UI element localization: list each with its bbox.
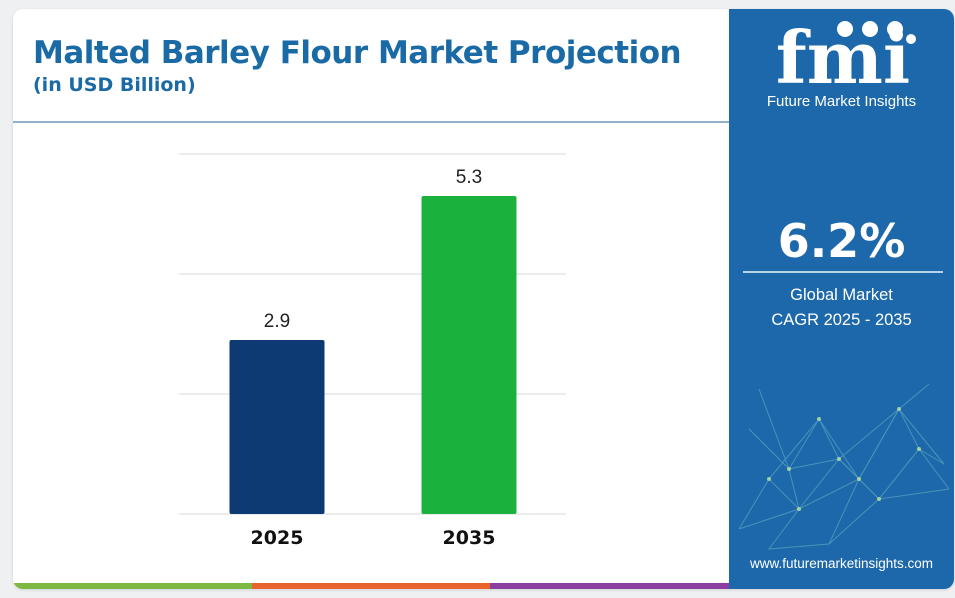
- data-label-2025: 2.9: [264, 311, 290, 332]
- footer-strip-green: [13, 583, 252, 589]
- brand-name: Future Market Insights: [766, 93, 917, 110]
- footer-strip-purple: [490, 583, 730, 589]
- footer-color-strip: [13, 583, 730, 589]
- cagr-label-line1: Global Market: [790, 286, 893, 304]
- logo-dot-3: [887, 21, 903, 37]
- mesh-node: [897, 407, 901, 411]
- mesh-node: [817, 417, 821, 421]
- logo-dot-1: [837, 21, 853, 37]
- infographic-card: Malted Barley Flour Market Projection (i…: [13, 9, 954, 589]
- x-tick-label-2025: 2025: [251, 527, 304, 549]
- logo-dot-4: [906, 34, 916, 44]
- x-tick-label-2035: 2035: [443, 527, 496, 549]
- page-subtitle: (in USD Billion): [33, 74, 196, 96]
- footer-strip-orange: [251, 583, 491, 589]
- logo-dot-2: [862, 21, 878, 37]
- bar-chart: 2.9 2025 5.3 2035: [179, 153, 566, 549]
- bar-2025: [229, 340, 325, 514]
- network-mesh-decoration: [738, 383, 950, 550]
- mesh-node: [857, 477, 861, 481]
- mesh-node: [797, 507, 801, 511]
- cagr-value: 6.2%: [777, 214, 906, 268]
- cagr-label-line2: CAGR 2025 - 2035: [771, 311, 912, 329]
- sidebar-panel: fmi Future Market Insights 6.2% Global M…: [729, 9, 954, 589]
- mesh-node: [787, 467, 791, 471]
- mesh-node: [837, 457, 841, 461]
- fmi-logo: fmi: [776, 17, 916, 95]
- page-title: Malted Barley Flour Market Projection: [33, 35, 682, 71]
- mesh-node: [877, 497, 881, 501]
- mesh-node: [917, 447, 921, 451]
- data-label-2035: 5.3: [456, 167, 482, 188]
- website-url: www.futuremarketinsights.com: [749, 556, 934, 571]
- title-divider: [13, 121, 729, 123]
- bar-2035: [421, 196, 517, 514]
- mesh-node: [767, 477, 771, 481]
- cagr-divider: [743, 271, 943, 273]
